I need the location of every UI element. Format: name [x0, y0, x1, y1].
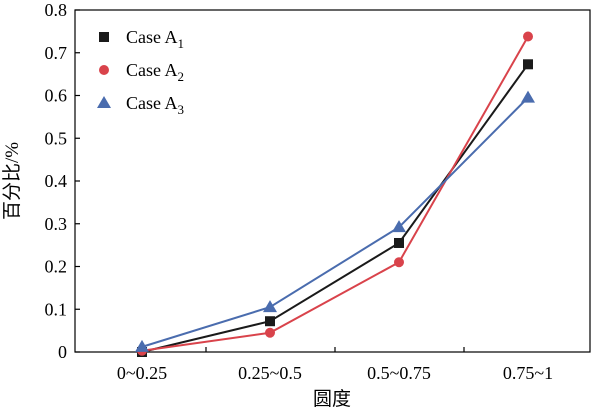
y-tick-label: 0.1 [45, 299, 68, 319]
x-axis-ticks: 0~0.25 0.25~0.5 0.5~0.75 0.75~1 [117, 347, 553, 383]
series-1 [137, 59, 533, 357]
series-line [141, 63, 529, 353]
x-tick-label: 0.25~0.5 [238, 363, 302, 383]
y-tick-label: 0.2 [45, 257, 68, 277]
legend-label-subscript: 3 [178, 102, 185, 117]
data-point [521, 90, 535, 103]
series-line [141, 36, 529, 352]
legend-label-subscript: 1 [178, 36, 185, 51]
legend-label: Case A3 [126, 93, 184, 117]
legend-label: Case A1 [126, 27, 184, 51]
data-point [392, 220, 406, 233]
legend-label-text: Case A [126, 27, 178, 47]
legend-label-text: Case A [126, 93, 178, 113]
x-tick-label: 0.75~1 [503, 363, 553, 383]
data-point [265, 316, 275, 327]
y-tick-label: 0.4 [45, 171, 68, 191]
legend-label-text: Case A [126, 60, 178, 80]
legend-marker [99, 32, 109, 42]
x-axis-label: 圆度 [313, 388, 351, 410]
y-tick-label: 0 [58, 342, 67, 362]
x-tick-label: 0~0.25 [117, 363, 167, 383]
series-2 [137, 31, 533, 356]
series-line [141, 96, 529, 348]
data-point [523, 59, 533, 70]
data-point [265, 327, 275, 338]
series-layer [135, 31, 535, 357]
y-tick-label: 0.6 [45, 86, 68, 106]
data-point [523, 31, 533, 42]
data-point [394, 237, 404, 248]
y-tick-label: 0.5 [45, 128, 68, 148]
legend-label-subscript: 2 [178, 69, 185, 84]
legend-label: Case A2 [126, 60, 184, 84]
y-tick-label: 0.8 [45, 0, 68, 20]
y-tick-label: 0.7 [45, 43, 68, 63]
legend-marker [99, 65, 109, 75]
y-axis-label: 百分比/% [1, 142, 23, 220]
legend-item-2: Case A2 [99, 60, 184, 84]
legend-marker [97, 96, 111, 108]
data-point [263, 300, 277, 313]
y-tick-label: 0.3 [45, 214, 68, 234]
data-point [135, 339, 149, 352]
legend-item-1: Case A1 [99, 27, 184, 51]
y-axis-ticks: 0 0.1 0.2 0.3 0.4 0.5 0.6 0.7 0.8 [45, 0, 80, 362]
data-point [394, 257, 404, 268]
x-tick-label: 0.5~0.75 [367, 363, 431, 383]
legend-item-3: Case A3 [97, 93, 184, 117]
series-3 [135, 90, 535, 352]
